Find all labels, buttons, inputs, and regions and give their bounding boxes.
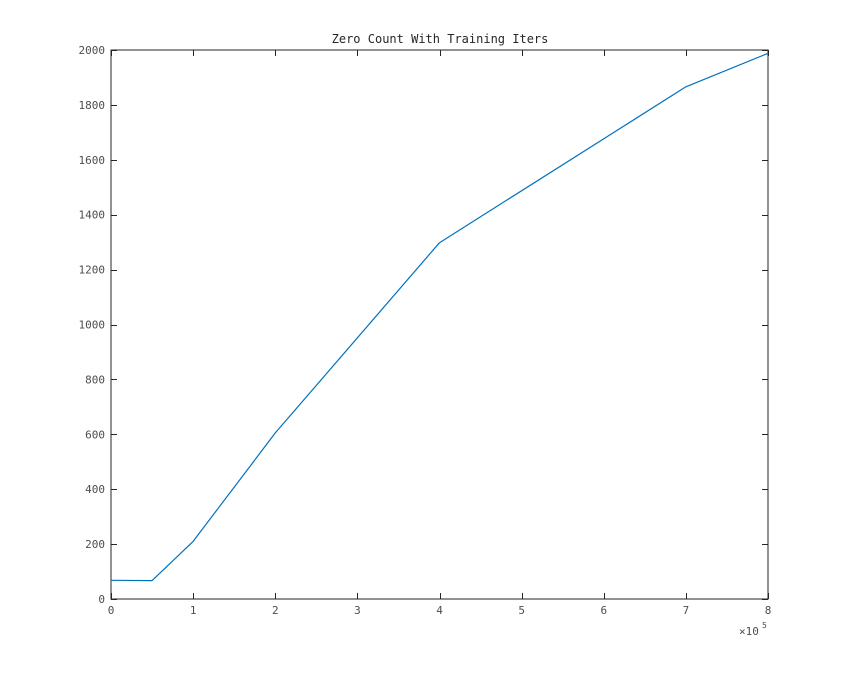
data-point [685, 86, 686, 87]
y-tick-label: 1400 [79, 209, 106, 222]
y-tick-label: 600 [85, 428, 105, 441]
y-tick-label: 1000 [79, 319, 106, 332]
data-point [767, 53, 768, 54]
axes-box [110, 49, 769, 600]
x-tick-label: 5 [518, 604, 525, 617]
data-point [275, 432, 276, 433]
x-tick-label: 8 [765, 604, 772, 617]
y-tick-label: 1600 [79, 154, 106, 167]
y-tick-label: 200 [85, 538, 105, 551]
data-point [193, 541, 194, 542]
data-point [151, 580, 152, 581]
x-tick-label: 7 [683, 604, 690, 617]
x-tick-label: 4 [436, 604, 443, 617]
data-point [110, 580, 111, 581]
x-tick-label: 1 [190, 604, 197, 617]
x-tick-label: 3 [354, 604, 361, 617]
x-tick-label: 0 [108, 604, 115, 617]
x-tick-label: 2 [272, 604, 279, 617]
y-tick-label: 2000 [79, 44, 106, 57]
x-axis-exponent-base: ×10 [739, 625, 759, 638]
y-tick-label: 0 [98, 593, 105, 606]
y-tick-label: 800 [85, 373, 105, 386]
x-axis-exponent-power: 5 [762, 621, 767, 630]
series-line [110, 52, 769, 582]
data-point [439, 242, 440, 243]
y-tick-label: 400 [85, 483, 105, 496]
chart-title: Zero Count With Training Iters [332, 32, 549, 46]
y-tick-label: 1800 [79, 99, 106, 112]
x-tick-label: 6 [600, 604, 607, 617]
y-tick-label: 1200 [79, 264, 106, 277]
plot-area: 0 1 2 3 4 5 6 7 8 0 200 400 600 800 1000 1200 1400 1600 18… [79, 44, 772, 617]
